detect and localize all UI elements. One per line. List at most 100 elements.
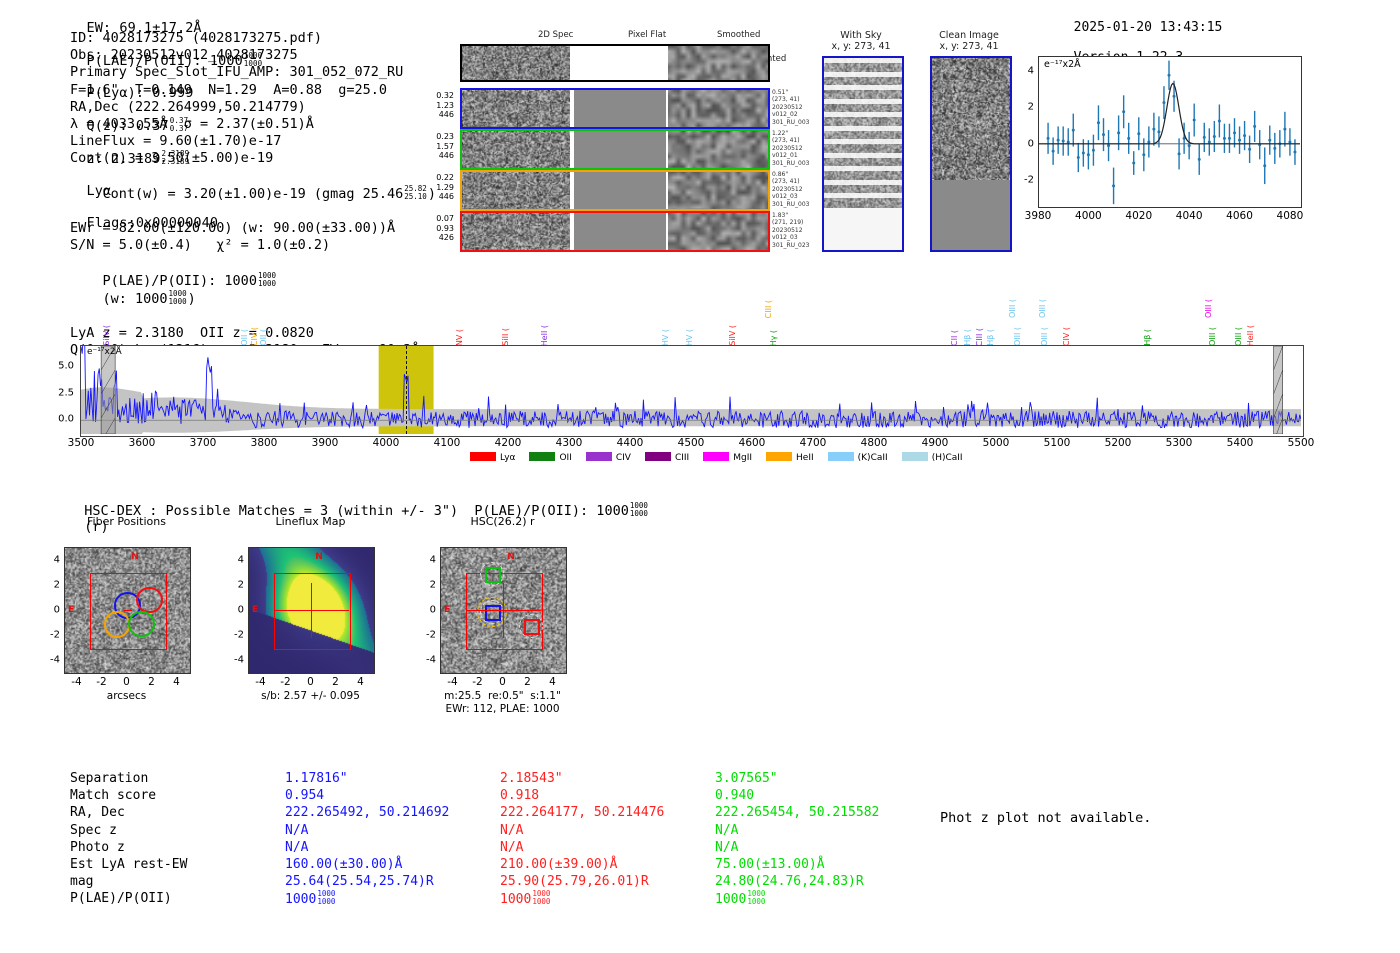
compass-east: E <box>252 604 259 615</box>
matches-cell: 24.80(24.76,24.83)R <box>715 874 864 890</box>
legend-swatch <box>529 452 556 461</box>
matches-cell: 0.954 <box>285 788 325 804</box>
matches-column: 2.18543" 0.918 222.264177, 50.214476 N/A N/A… <box>500 770 664 909</box>
info-primary-spec: Primary Spec_Slot_IFU_AMP: 301_052_072_R… <box>70 64 404 81</box>
spec2d-pixelflat-image <box>574 213 666 250</box>
info-cont-w-close: ) <box>427 185 436 202</box>
panel-xtick: 4 <box>357 676 364 688</box>
spectrum-line-label: Hβ ( <box>962 329 972 346</box>
spec2d-pixelflat-image <box>574 90 666 127</box>
spectrum-xtick: 4200 <box>494 437 522 449</box>
spectrum-line-label: SiII ( <box>501 328 511 346</box>
spec2d-row-stats: 0.23 1.57 446 <box>436 132 454 160</box>
panel-xtick: -4 <box>447 676 458 688</box>
panel-ytick: -2 <box>234 629 244 640</box>
spectrum-xtick: 5000 <box>982 437 1010 449</box>
spec2d-raw-image <box>462 131 570 168</box>
compass-east: E <box>68 604 75 615</box>
spec2d-row-stats: 0.32 1.23 446 <box>436 91 454 119</box>
fiber-circle[interactable] <box>128 610 155 637</box>
header-qz: Q(z): 0.37 <box>86 117 169 134</box>
panel-ytick: 2 <box>237 579 244 590</box>
panel-xtick: 0 <box>307 676 314 688</box>
spec2d-raw-image <box>462 90 570 127</box>
spectrum-line-label: OIII ( <box>1040 326 1050 346</box>
panel-caption: m:25.5 re:0.5" s:1.1" EWr: 112, PLAE: 10… <box>444 690 561 715</box>
spectrum-legend: Lyα OII CIV CIII MgII HeII (K)CaII (H)CaII <box>470 452 977 463</box>
panel-ytick: -4 <box>426 654 436 665</box>
matches-plae-value: 1000 <box>715 892 747 908</box>
spectrum-xtick: 4800 <box>860 437 888 449</box>
legend-swatch <box>766 452 793 461</box>
cutout-coords: x, y: 273, 41 <box>831 41 891 52</box>
spec2d-row-meta: 1.83" (271, 219) 20230512 v012_03 301_RU… <box>772 212 810 249</box>
panel-caption: s/b: 2.57 +/- 0.095 <box>261 690 360 702</box>
matches-plae-frac: 1000 1000 <box>747 889 766 907</box>
matches-plae-frac: 1000 1000 <box>532 889 551 907</box>
spec2d-row-meta: 1.22" (273, 41) 20230512 v012_01 301_RU_… <box>772 130 810 167</box>
spectrum-ytick: 0.0 <box>58 413 74 425</box>
spectrum-line-label: OIII ( <box>1037 298 1047 318</box>
legend-item: Lyα <box>470 452 515 463</box>
matches-row-label: Est LyA rest-EW <box>70 857 188 873</box>
legend-item: HeII <box>766 452 814 463</box>
spec2d-raw-image <box>462 46 570 80</box>
spec2d-smoothed-image <box>668 46 768 80</box>
cutout-title-text: Clean Image <box>939 30 999 41</box>
fiber-circle[interactable] <box>103 611 131 638</box>
matches-cell: 25.90(25.79,26.01)R <box>500 874 649 890</box>
matches-cell: N/A <box>500 839 524 855</box>
matches-column: 1.17816" 0.954 222.265492, 50.214692 N/A N/A… <box>285 770 449 909</box>
panel-ytick: 2 <box>429 579 436 590</box>
spectrum-line-label: Hγ ( <box>768 329 778 346</box>
with-sky-image <box>822 56 904 252</box>
source-halo <box>480 562 504 586</box>
panel-ytick: 2 <box>53 579 60 590</box>
spec2d-col-title-smoothed: Smoothed <box>717 30 761 40</box>
hsc-head-post: (r) <box>84 518 109 535</box>
spectrum-xtick: 4400 <box>616 437 644 449</box>
spectrum-line-label: SiIV ( <box>727 325 737 346</box>
panel-xtick: 2 <box>332 676 339 688</box>
matches-cell: 75.00(±13.00)Å <box>715 857 825 873</box>
hsc-dex-header: HSC-DEX : Possible Matches = 3 (within +… <box>68 486 649 535</box>
spec2d-row-stats: 0.07 0.93 426 <box>436 214 454 242</box>
fiber-circle[interactable] <box>136 586 163 614</box>
matches-row-label: mag <box>70 874 94 890</box>
info-cont-w-text: Cont(w) = 3.20(±1.00)e-19 (gmag 25.46 <box>102 185 404 202</box>
spectrum-xtick: 3800 <box>250 437 278 449</box>
line-fit-ytick: 2 <box>1027 101 1034 113</box>
matches-cell: N/A <box>285 822 309 838</box>
cutout-title: Clean Image x, y: 273, 41 <box>918 30 1020 52</box>
aperture-box <box>90 573 167 650</box>
info-gmag-frac: 25.82 25.10 <box>404 183 427 201</box>
matches-row-label: Photo z <box>70 839 125 855</box>
photz-note: Phot z plot not available. <box>940 810 1152 826</box>
panel-xtick: -2 <box>280 676 291 688</box>
match-marker[interactable] <box>523 618 540 635</box>
fiber-aperture-circle <box>477 596 507 627</box>
panel-xtick: -4 <box>255 676 266 688</box>
header-ew: EW: 69.1±17.2Å <box>86 20 202 36</box>
legend-label: (H)CaII <box>931 453 963 463</box>
spec2d-row <box>460 44 770 82</box>
spectrum-line-label: Hβ ( <box>985 329 995 346</box>
match-marker[interactable] <box>485 567 501 583</box>
spectrum-line-label: CIII ( <box>764 299 774 318</box>
panel-caption: arcsecs <box>106 690 147 702</box>
line-fit-canvas <box>1038 60 1300 205</box>
legend-label: CIII <box>674 453 690 463</box>
matches-cell: 1.17816" <box>285 771 348 786</box>
cutout-group: With Sky x, y: 273, 41 Clean Image x, y: 27… <box>812 30 1032 258</box>
legend-label: MgII <box>733 453 753 463</box>
spectrum-ytick: 2.5 <box>58 387 74 399</box>
line-fit-xtick: 4080 <box>1276 210 1304 222</box>
spectrum-line-label: CIII ( <box>974 327 984 346</box>
info-lambda-sigma: λ = 4033.55Å σ = 2.37(±0.51)Å <box>70 116 314 133</box>
info-obs: Obs: 20230512v012_4028173275 <box>70 47 298 64</box>
matches-row-label: Spec z <box>70 822 117 838</box>
line-fit-xtick: 4040 <box>1175 210 1203 222</box>
